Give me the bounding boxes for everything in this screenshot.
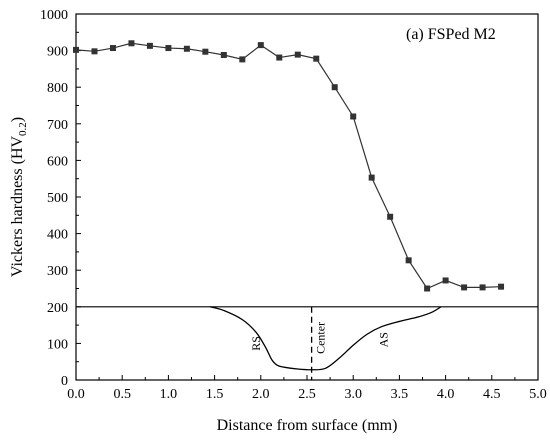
data-point bbox=[442, 277, 449, 284]
data-point bbox=[424, 285, 431, 292]
data-point bbox=[109, 45, 116, 52]
data-point bbox=[257, 42, 264, 49]
y-tick-label: 600 bbox=[47, 154, 68, 169]
data-point bbox=[368, 174, 375, 181]
x-tick-label: 0.5 bbox=[113, 387, 131, 402]
y-axis-title-close: ) bbox=[9, 117, 26, 122]
data-point bbox=[387, 213, 394, 220]
data-point bbox=[128, 40, 135, 47]
data-point bbox=[165, 45, 172, 52]
y-tick-label: 800 bbox=[47, 81, 68, 96]
x-tick-label: 3.5 bbox=[391, 387, 409, 402]
data-point bbox=[405, 257, 412, 264]
data-point bbox=[220, 51, 227, 58]
y-tick-label: 500 bbox=[47, 191, 68, 206]
data-point bbox=[276, 54, 283, 61]
y-axis-title-subscript: 0.2 bbox=[17, 122, 29, 136]
data-point bbox=[183, 45, 190, 52]
y-tick-label: 700 bbox=[47, 118, 68, 133]
y-tick-label: 400 bbox=[47, 228, 68, 243]
as-annotation: AS bbox=[377, 332, 391, 347]
center-annotation: Center bbox=[314, 322, 328, 354]
data-point bbox=[461, 284, 468, 291]
data-point bbox=[313, 55, 320, 62]
x-tick-label: 0.0 bbox=[67, 387, 85, 402]
chart-title: (a) FSPed M2 bbox=[406, 26, 496, 43]
data-point bbox=[498, 283, 505, 290]
data-point bbox=[73, 46, 79, 53]
data-point bbox=[239, 56, 246, 63]
data-point bbox=[331, 84, 338, 91]
data-point bbox=[91, 48, 98, 55]
x-axis-ticks: 0.0 0.5 1.0 1.5 2.0 2.5 3.0 3.5 4.0 4.5 5.0 bbox=[67, 375, 547, 402]
y-tick-label: 0 bbox=[61, 374, 68, 389]
y-tick-label: 200 bbox=[47, 301, 68, 316]
x-tick-label: 2.0 bbox=[252, 387, 270, 402]
x-tick-label: 5.0 bbox=[529, 387, 547, 402]
y-tick-label: 100 bbox=[47, 337, 68, 352]
y-tick-label: 300 bbox=[47, 264, 68, 279]
x-tick-label: 1.0 bbox=[160, 387, 178, 402]
hardness-series bbox=[73, 40, 505, 292]
y-axis-title: Vickers hardness (HV0.2) bbox=[9, 117, 29, 277]
data-point bbox=[294, 51, 301, 58]
y-tick-label: 1000 bbox=[40, 8, 68, 23]
rs-annotation: RS bbox=[249, 336, 263, 351]
x-tick-label: 3.0 bbox=[344, 387, 362, 402]
series-line bbox=[75, 42, 502, 290]
x-tick-label: 4.5 bbox=[483, 387, 501, 402]
data-point bbox=[479, 284, 486, 291]
y-axis-ticks: 0 100 200 300 400 500 600 700 800 900 1000 bbox=[40, 8, 81, 389]
x-axis-title: Distance from surface (mm) bbox=[217, 417, 398, 434]
x-tick-label: 1.5 bbox=[206, 387, 224, 402]
data-point bbox=[202, 48, 209, 55]
y-axis-title-main: Vickers hardness (HV bbox=[9, 135, 26, 277]
x-tick-label: 4.0 bbox=[437, 387, 455, 402]
plot-frame bbox=[75, 13, 539, 381]
data-point bbox=[350, 113, 357, 120]
data-point bbox=[146, 42, 153, 49]
y-tick-label: 900 bbox=[47, 45, 68, 60]
x-tick-label: 2.5 bbox=[298, 387, 316, 402]
